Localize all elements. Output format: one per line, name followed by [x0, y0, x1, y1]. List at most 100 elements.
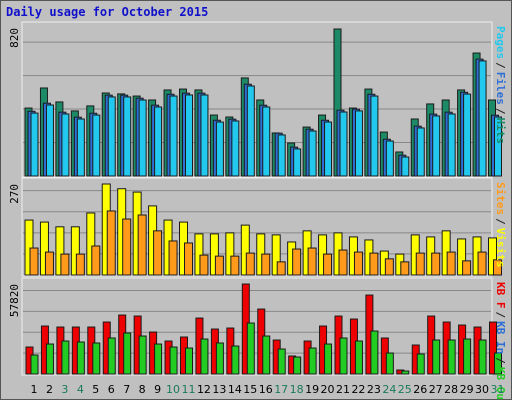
bar: [323, 253, 333, 276]
bar: [70, 226, 80, 276]
bar: [401, 156, 410, 177]
bar: [401, 370, 410, 375]
bar: [154, 343, 163, 375]
legend-item: Sites: [494, 182, 507, 215]
x-tick-label: 6: [108, 383, 115, 396]
bar: [246, 322, 255, 375]
chart-title: Daily usage for October 2015: [6, 5, 208, 19]
bar: [307, 247, 317, 276]
bar: [262, 106, 271, 177]
x-tick-label: 5: [92, 383, 99, 396]
bar: [61, 113, 70, 177]
bar: [137, 214, 147, 276]
y-tick-label: 57820: [8, 284, 21, 317]
bar: [138, 335, 147, 375]
bar: [91, 245, 101, 276]
bar: [45, 104, 54, 177]
legend-item: Pages: [494, 26, 507, 59]
x-tick-label: 13: [212, 383, 226, 396]
x-tick-label: 31: [491, 383, 505, 396]
bar: [447, 339, 456, 375]
bar: [215, 342, 224, 375]
bar: [122, 218, 132, 276]
bar: [231, 345, 240, 375]
bar: [245, 252, 255, 276]
bar: [246, 85, 255, 177]
x-tick-label: 3: [61, 383, 68, 396]
legend-separator: /: [494, 357, 507, 364]
bar: [385, 352, 394, 375]
bar: [169, 95, 178, 177]
x-tick-label: 11: [182, 383, 196, 396]
bar: [214, 255, 224, 276]
x-tick-label: 20: [321, 383, 335, 396]
bar: [493, 259, 502, 276]
bar: [277, 348, 286, 375]
bar: [324, 121, 333, 177]
bar: [416, 127, 425, 177]
bar: [61, 340, 70, 375]
legend-separator: /: [494, 62, 507, 69]
bar: [30, 354, 39, 375]
bar: [209, 233, 219, 276]
bar: [169, 346, 178, 375]
bar: [86, 212, 96, 276]
bar: [370, 95, 379, 177]
bar: [488, 237, 497, 276]
bar: [24, 219, 34, 276]
y-tick-label: 820: [8, 28, 21, 48]
bar: [60, 253, 70, 276]
bar: [431, 252, 441, 276]
bar: [154, 106, 163, 177]
x-tick-label: 26: [413, 383, 427, 396]
x-tick-label: 24: [382, 383, 396, 396]
bar: [107, 96, 116, 177]
bar: [261, 253, 271, 276]
bar: [385, 140, 394, 177]
bar: [415, 252, 425, 276]
x-tick-label: 19: [305, 383, 319, 396]
x-tick-label: 10: [166, 383, 180, 396]
x-tick-label: 1: [31, 383, 38, 396]
bar: [44, 251, 54, 276]
bar: [308, 130, 317, 177]
bar: [463, 338, 472, 375]
x-tick-label: 21: [336, 383, 350, 396]
bar: [107, 337, 116, 375]
x-tick-label: 18: [290, 383, 304, 396]
bar: [478, 60, 487, 177]
legend: Sites / Visits: [494, 182, 507, 268]
bar: [92, 114, 101, 177]
bar: [262, 335, 271, 375]
legend-separator: /: [494, 108, 507, 115]
bar: [123, 332, 132, 375]
bar: [308, 347, 317, 375]
bar: [432, 115, 441, 177]
bar: [293, 356, 302, 375]
bar: [75, 253, 85, 276]
bar: [416, 353, 425, 375]
legend-item: Visits: [494, 228, 507, 268]
y-tick-label: 270: [8, 184, 21, 204]
legend-separator: /: [494, 312, 507, 319]
bar: [45, 343, 54, 375]
bar: [353, 251, 363, 276]
bar: [215, 121, 224, 177]
legend-separator: /: [494, 218, 507, 225]
legend-item: KB F: [494, 282, 507, 309]
bar: [370, 330, 379, 375]
bar: [39, 221, 49, 276]
bar: [106, 210, 116, 276]
x-tick-label: 4: [77, 383, 84, 396]
x-tick-label: 25: [398, 383, 412, 396]
x-tick-label: 16: [259, 383, 273, 396]
bar: [168, 240, 178, 276]
x-tick-label: 29: [460, 383, 474, 396]
x-tick-label: 14: [228, 383, 242, 396]
x-tick-label: 7: [123, 383, 130, 396]
bar: [338, 249, 348, 276]
bar: [339, 111, 348, 177]
bar: [240, 224, 250, 276]
bar: [339, 337, 348, 375]
bar: [194, 233, 204, 276]
